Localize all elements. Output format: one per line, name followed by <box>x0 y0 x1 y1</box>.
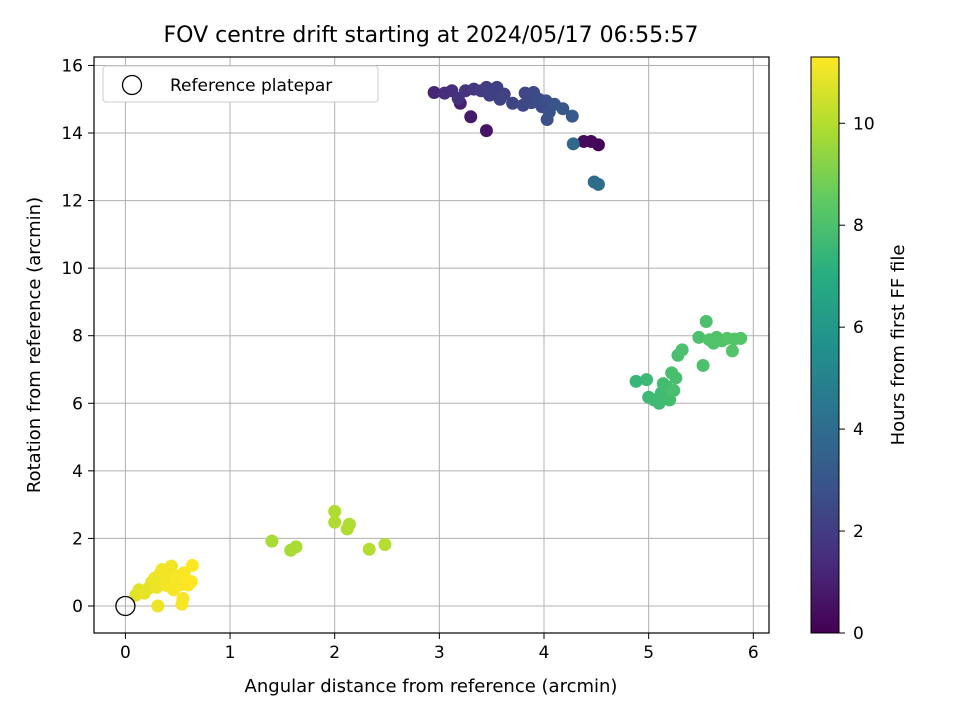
data-point <box>640 373 654 387</box>
x-tick-label: 3 <box>434 643 445 663</box>
data-points <box>129 80 748 613</box>
data-point <box>362 542 376 556</box>
data-point <box>185 558 199 572</box>
data-point <box>265 534 279 548</box>
reference-point-marker <box>115 595 136 617</box>
colorbar-tick-label: 10 <box>853 114 875 134</box>
colorbar-tick-label: 6 <box>853 318 864 338</box>
data-point <box>479 124 493 138</box>
data-point <box>675 343 689 357</box>
data-point <box>497 87 511 101</box>
y-tick-label: 2 <box>72 529 83 549</box>
data-point <box>725 344 739 358</box>
y-axis-ticks: 0 2 4 6 8 10 12 14 16 <box>61 56 94 617</box>
x-tick-label: 0 <box>120 643 131 663</box>
data-point <box>464 110 478 124</box>
data-point <box>427 85 441 99</box>
data-point <box>566 137 580 151</box>
data-point <box>577 134 591 148</box>
y-tick-label: 14 <box>61 124 83 144</box>
data-point <box>151 599 165 613</box>
colorbar-ticks: 0 2 4 6 8 10 <box>839 114 875 644</box>
x-axis-label: Angular distance from reference (arcmin) <box>245 676 618 697</box>
x-tick-label: 5 <box>643 643 654 663</box>
data-point <box>692 330 706 344</box>
x-tick-label: 1 <box>225 643 236 663</box>
data-point <box>506 96 520 110</box>
data-point <box>328 515 342 529</box>
y-tick-label: 10 <box>61 259 83 279</box>
data-point <box>483 88 497 102</box>
data-point <box>378 537 392 551</box>
data-point <box>565 109 579 123</box>
y-tick-label: 6 <box>72 394 83 414</box>
legend-entry-label: Reference platepar <box>170 76 332 96</box>
x-tick-label: 6 <box>748 643 759 663</box>
colorbar-tick-label: 0 <box>853 624 864 644</box>
y-axis-label: Rotation from reference (arcmin) <box>24 197 45 493</box>
y-tick-label: 12 <box>61 192 83 212</box>
y-tick-label: 8 <box>72 327 83 347</box>
data-point <box>342 517 356 531</box>
legend: Reference platepar <box>102 65 379 103</box>
legend-marker-icon <box>121 74 143 96</box>
colorbar-tick-label: 2 <box>853 522 864 542</box>
x-tick-label: 2 <box>329 643 340 663</box>
data-point <box>669 371 683 385</box>
data-point <box>176 592 190 606</box>
colorbar-tick-label: 4 <box>853 420 864 440</box>
colorbar-label: Hours from first FF file <box>888 245 909 446</box>
data-point <box>652 396 666 410</box>
y-tick-label: 0 <box>72 597 83 617</box>
data-point <box>696 358 710 372</box>
data-point <box>734 331 748 345</box>
colorbar <box>810 56 840 634</box>
chart-title: FOV centre drift starting at 2024/05/17 … <box>164 23 699 48</box>
data-point <box>289 540 303 554</box>
data-point <box>556 102 570 116</box>
colorbar-tick-label: 8 <box>853 216 864 236</box>
x-tick-label: 4 <box>539 643 550 663</box>
x-axis-ticks: 0 1 2 3 4 5 6 <box>120 633 759 663</box>
data-point <box>699 315 713 329</box>
data-point <box>667 383 681 397</box>
data-point <box>629 374 643 388</box>
data-point <box>328 504 342 518</box>
plot-area-frame <box>93 56 770 634</box>
y-tick-label: 16 <box>61 56 83 76</box>
y-tick-label: 4 <box>72 462 83 482</box>
data-point <box>184 575 198 589</box>
legend-box <box>102 65 379 103</box>
data-point <box>591 177 605 191</box>
gridlines <box>94 57 769 633</box>
data-point <box>164 559 178 573</box>
